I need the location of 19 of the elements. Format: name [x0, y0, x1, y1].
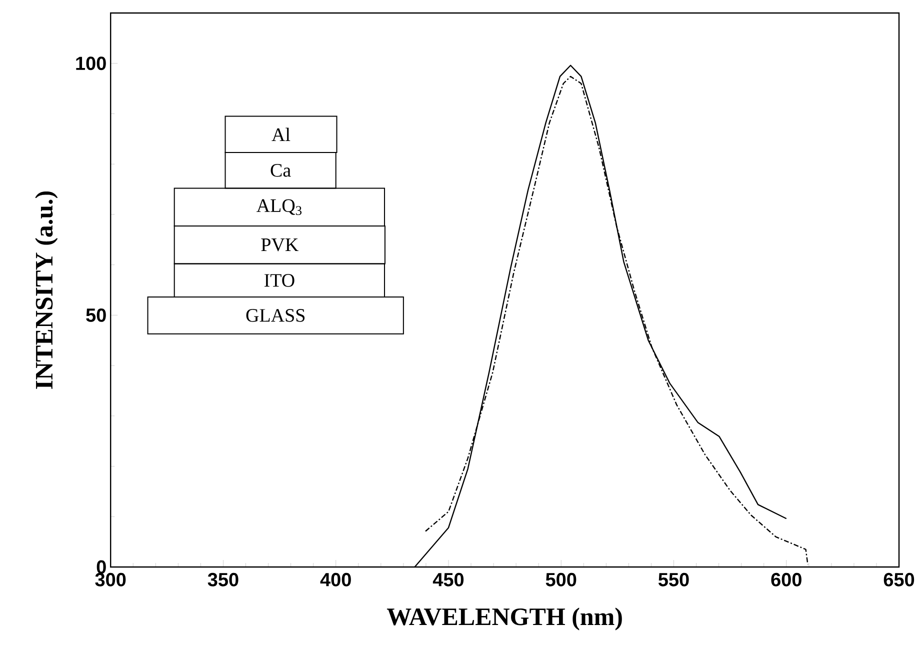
x-tick-label: 350	[208, 572, 238, 586]
y-tick-label: 100	[76, 56, 106, 70]
x-axis-title: WAVELENGTH (nm)	[386, 608, 622, 630]
annotation: ALQ$_{3}$	[256, 199, 302, 216]
x-tick-label: 650	[884, 572, 914, 586]
annotation: Al	[272, 128, 290, 141]
x-tick-label: 300	[95, 572, 126, 586]
y-tick-label: 50	[86, 308, 106, 322]
annotation: PVK	[261, 238, 298, 252]
x-tick-label: 600	[771, 572, 802, 586]
annotation: ITO	[264, 274, 294, 287]
annotation: Ca	[270, 164, 291, 177]
y-axis-title: INTENSITY (a.u.)	[35, 191, 58, 389]
x-tick-label: 450	[432, 572, 464, 586]
x-tick-label: 400	[320, 572, 351, 586]
y-tick-label: 0	[96, 560, 106, 574]
x-tick-label: 500	[546, 572, 576, 586]
x-tick-label: 550	[658, 572, 689, 586]
annotation: GLASS	[246, 309, 305, 322]
